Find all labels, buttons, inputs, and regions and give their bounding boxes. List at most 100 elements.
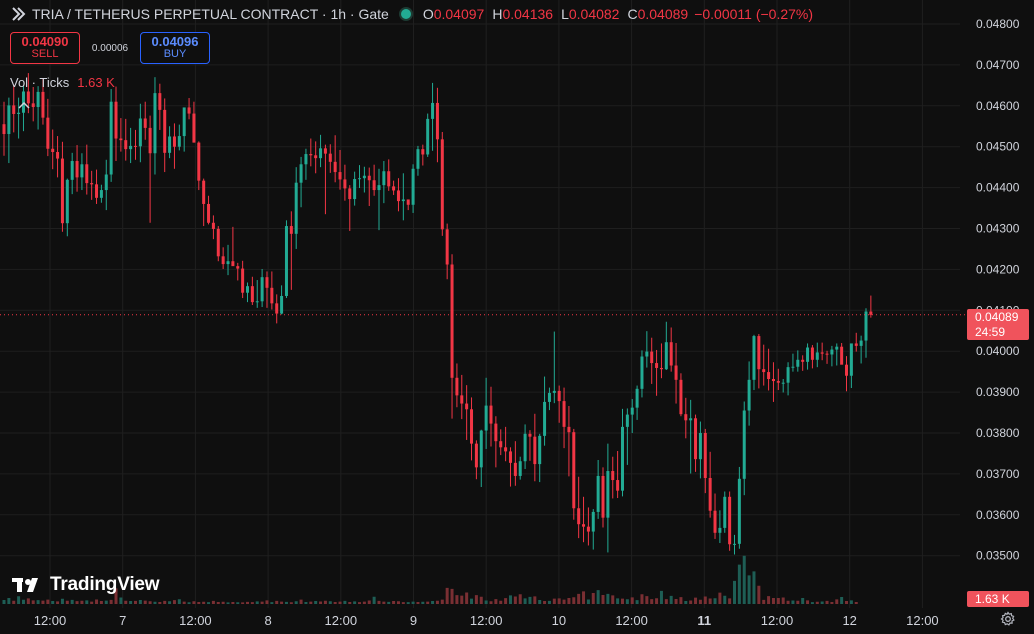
candle xyxy=(825,350,829,364)
candle-body xyxy=(396,190,400,202)
volume-bar xyxy=(504,598,508,604)
trade-panel: 0.04090 SELL 0.00006 0.04096 BUY xyxy=(10,32,210,64)
candle xyxy=(133,129,137,160)
candle xyxy=(445,223,449,280)
candle xyxy=(689,399,693,474)
candle xyxy=(114,86,118,162)
candle-body xyxy=(460,395,464,404)
volume-bar xyxy=(815,601,819,604)
volume-bar xyxy=(474,595,478,604)
volume-bar xyxy=(323,600,327,604)
candle-body xyxy=(416,149,420,169)
candle xyxy=(289,211,293,290)
gear-icon[interactable] xyxy=(1000,611,1016,627)
price-tick-label: 0.03900 xyxy=(976,385,1020,399)
candle-body xyxy=(747,379,751,411)
candle xyxy=(392,180,396,195)
flag-icon[interactable] xyxy=(10,7,26,21)
time-tick-label: 9 xyxy=(410,613,417,628)
volume-bar xyxy=(304,602,308,604)
candle xyxy=(655,349,659,396)
price-tick-label: 0.04200 xyxy=(976,262,1020,276)
candle xyxy=(85,144,89,195)
volume-bar xyxy=(168,601,172,604)
candle xyxy=(353,171,357,206)
candle-body xyxy=(17,112,21,114)
volume-bar xyxy=(747,575,751,604)
volume-bar xyxy=(353,601,357,604)
volume-bar xyxy=(547,600,551,604)
volume-bar xyxy=(630,597,634,604)
candle-body xyxy=(562,401,566,427)
time-axis[interactable]: 12:00 7 12:00 8 12:00 9 12:00 10 12:00 11 12:00 12 1… xyxy=(34,613,939,628)
candle xyxy=(396,178,400,212)
candle-body xyxy=(591,511,595,532)
candle-body xyxy=(830,349,834,355)
time-tick-label: 11 xyxy=(697,613,711,628)
market-open-dot-icon xyxy=(400,9,411,19)
volume-legend[interactable]: Vol · Ticks 1.63 K xyxy=(10,75,115,90)
price-tick-label: 0.04000 xyxy=(976,344,1020,358)
volume-bar xyxy=(733,580,736,604)
volume-bar xyxy=(528,596,532,604)
candle xyxy=(216,226,220,262)
sell-button[interactable]: 0.04090 SELL xyxy=(10,32,80,64)
candle-body xyxy=(231,261,235,267)
volume-bar xyxy=(450,588,454,604)
candle xyxy=(820,342,824,361)
candle xyxy=(70,152,74,195)
candle xyxy=(781,379,785,393)
candle xyxy=(372,164,376,196)
candle xyxy=(119,118,123,152)
candle xyxy=(358,165,362,189)
volume-bar xyxy=(314,601,318,604)
high-label: H xyxy=(492,6,503,22)
volume-bar xyxy=(343,600,347,604)
volume-bar xyxy=(60,598,64,604)
volume-bar xyxy=(796,600,800,604)
candle-body xyxy=(80,164,84,178)
candle-body xyxy=(226,261,230,265)
volume-bar xyxy=(572,597,576,604)
volume-bar xyxy=(85,600,89,604)
volume-bar xyxy=(377,600,381,604)
candle xyxy=(611,456,615,499)
candle-body xyxy=(319,148,323,159)
symbol-title[interactable]: TRIA / TETHERUS PERPETUAL CONTRACT · 1h … xyxy=(32,6,389,22)
volume-bar xyxy=(611,595,615,604)
chevron-up-icon[interactable] xyxy=(14,96,34,114)
candle-body xyxy=(377,185,381,191)
candle-body xyxy=(771,379,775,382)
volume-bars xyxy=(2,555,858,604)
candle-body xyxy=(479,430,483,468)
candle-body xyxy=(757,336,761,370)
candle xyxy=(158,83,162,130)
candle xyxy=(226,244,230,276)
candle xyxy=(172,123,176,169)
candle-body xyxy=(41,91,45,118)
volume-bar xyxy=(143,600,147,604)
candle xyxy=(377,168,381,231)
volume-bar xyxy=(513,596,517,604)
sell-price: 0.04090 xyxy=(21,34,69,49)
volume-bar xyxy=(99,601,103,604)
candle-body xyxy=(406,199,410,205)
candle-body xyxy=(211,222,215,229)
logo-text: TradingView xyxy=(50,574,160,595)
candle xyxy=(250,276,254,305)
candle-body xyxy=(12,105,16,114)
candle-body xyxy=(70,161,74,180)
candle xyxy=(90,170,94,200)
candle xyxy=(835,343,839,366)
buy-button[interactable]: 0.04096 BUY xyxy=(140,32,210,64)
volume-bar xyxy=(616,598,620,604)
volume-bar xyxy=(694,597,698,604)
volume-bar xyxy=(625,599,629,604)
candle xyxy=(523,424,527,469)
candle xyxy=(411,164,415,213)
price-tick-label: 0.04500 xyxy=(976,140,1020,154)
volume-bar xyxy=(460,595,464,604)
price-axis[interactable]: 0.04800 0.04700 0.04600 0.04500 0.04400 0.043… xyxy=(976,17,1020,607)
change-value: −0.00011 (−0.27%) xyxy=(694,6,814,22)
